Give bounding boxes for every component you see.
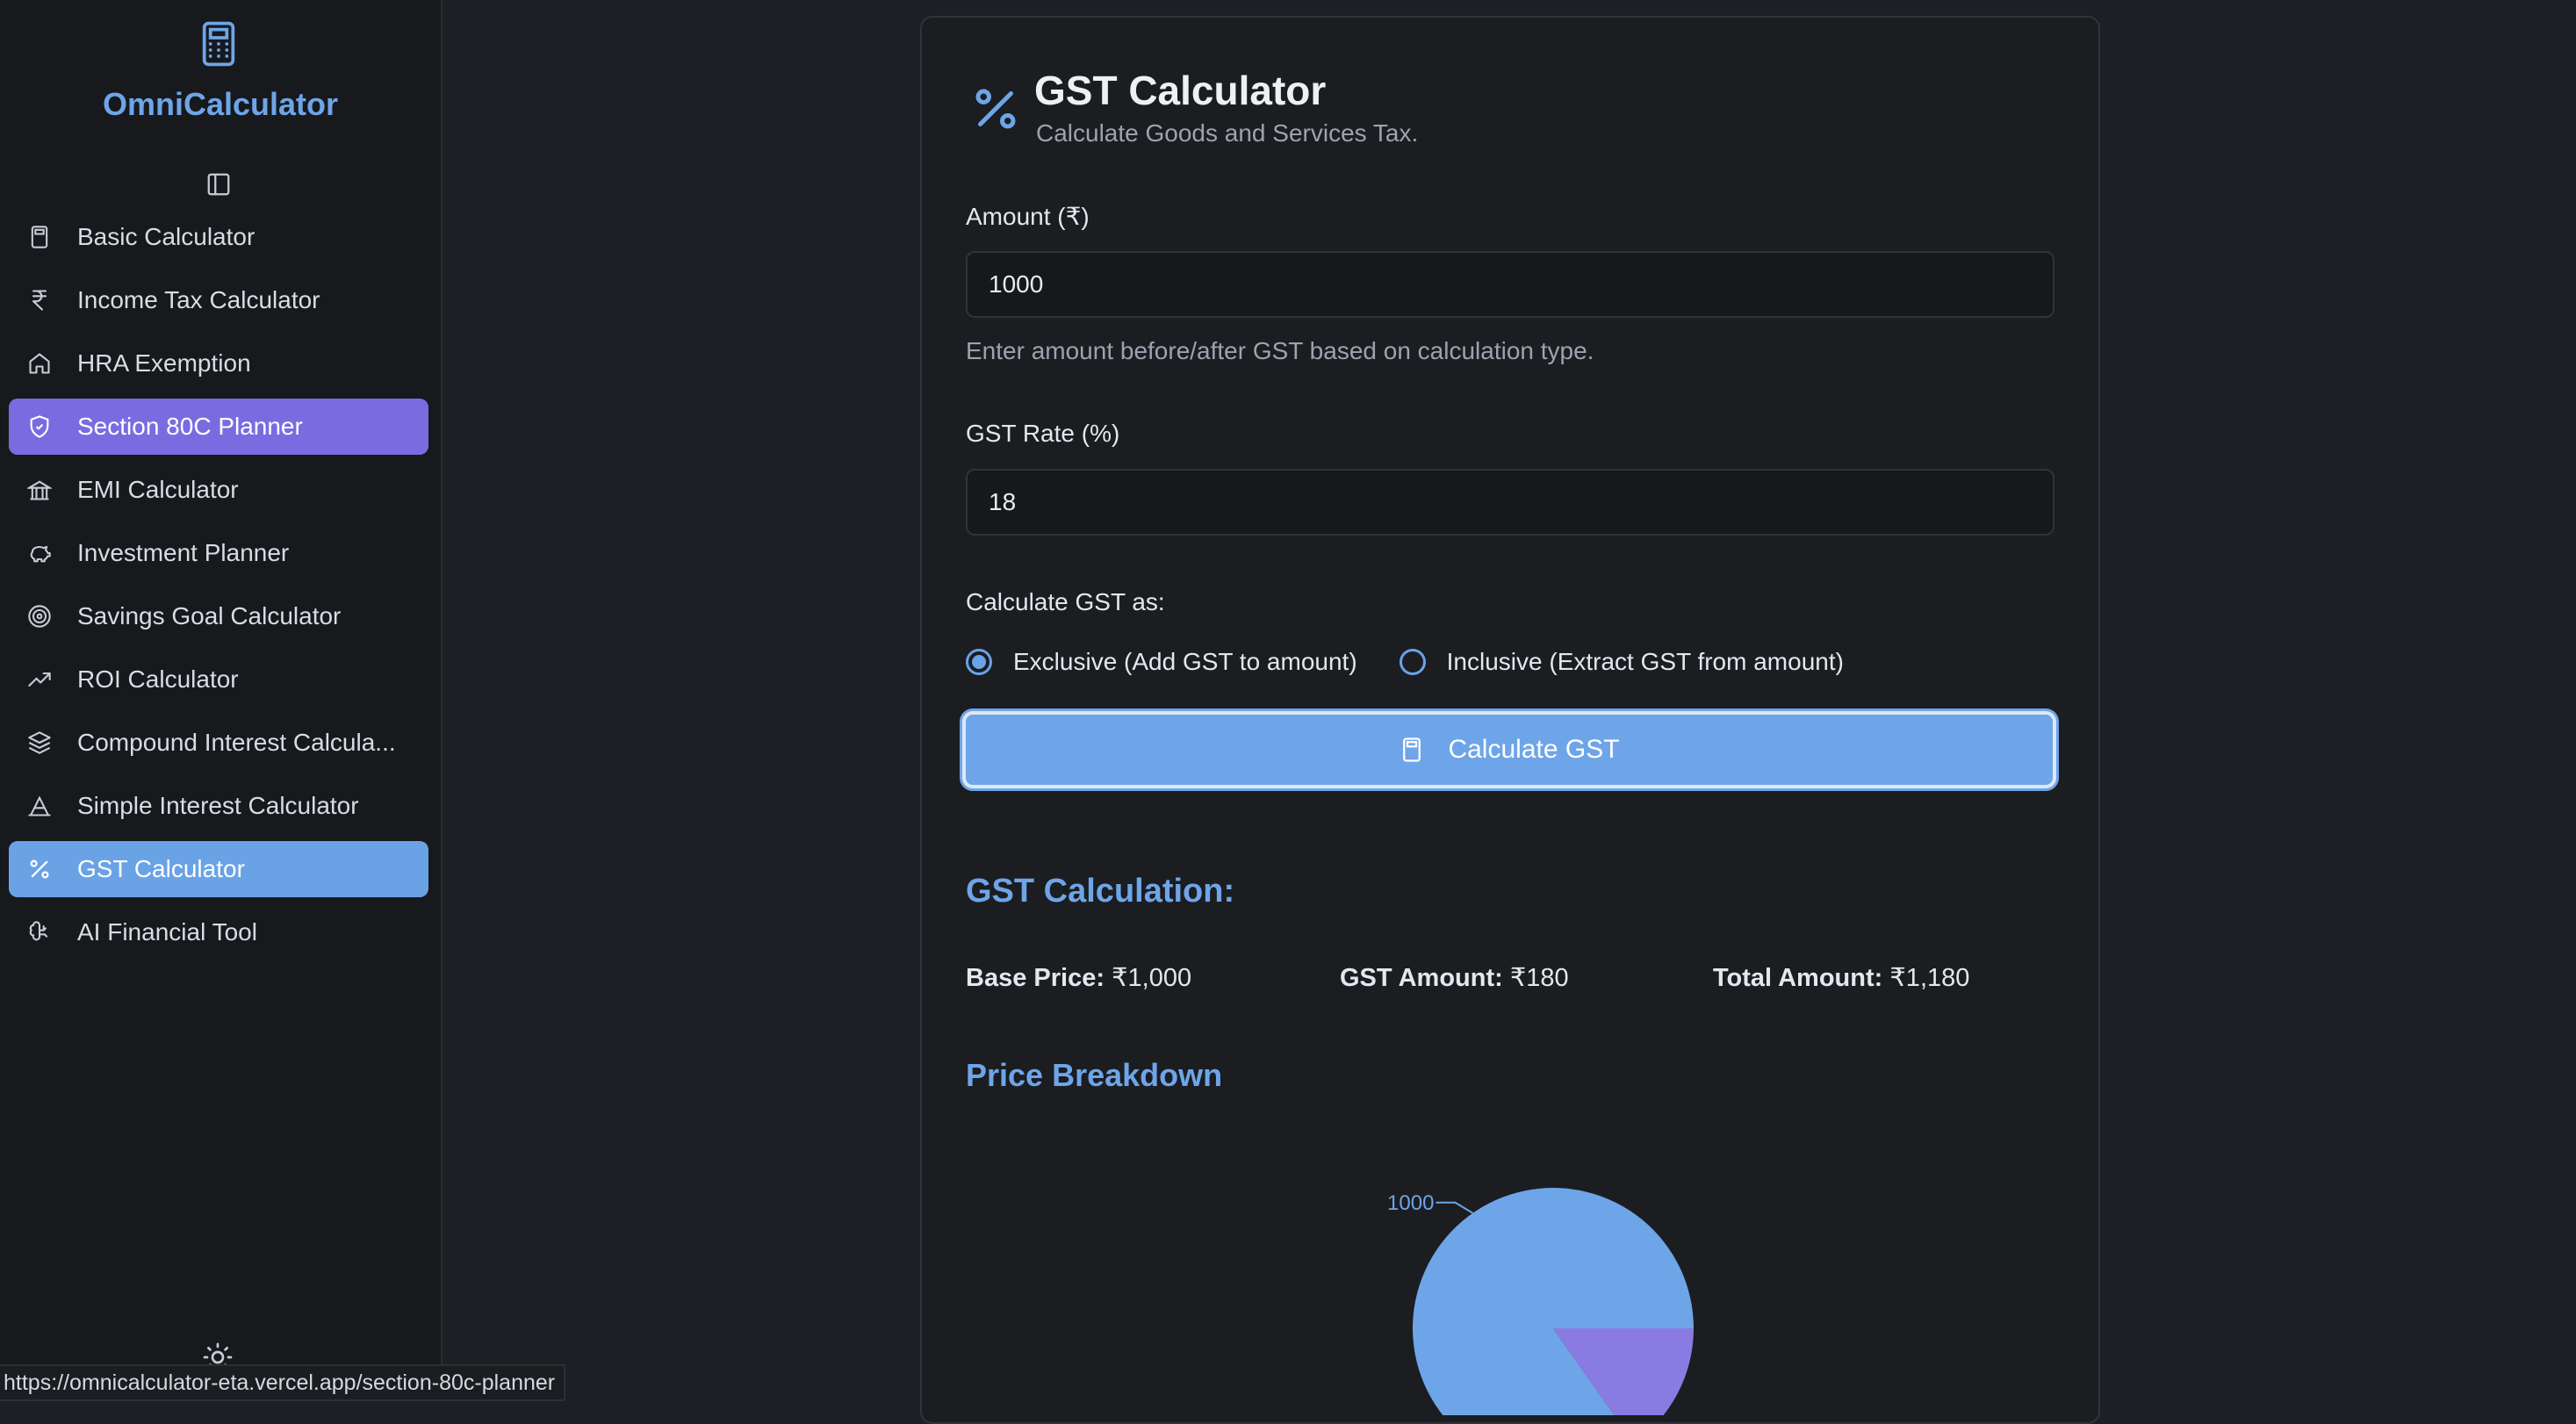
result-summary: Base Price: ₹1,000 GST Amount: ₹180 Tota… [966, 962, 2054, 997]
gst-rate-label: GST Rate (%) [966, 420, 1120, 447]
total-amount-label: Total Amount: [1713, 964, 1883, 992]
price-breakdown-pie-chart: 1000 [1387, 1188, 1694, 1415]
calculator-icon [31, 226, 48, 248]
price-breakdown-title: Price Breakdown [966, 1057, 1223, 1093]
piggy-bank-icon [30, 545, 51, 563]
sidebar-item-label: Basic Calculator [77, 223, 255, 250]
bank-icon [27, 480, 52, 500]
page-title: GST Calculator [1034, 68, 1327, 113]
sidebar-item-label: AI Financial Tool [77, 918, 257, 946]
calculation-mode-label: Calculate GST as: [966, 588, 1165, 615]
pie-slice-gst-amount [1553, 1328, 1694, 1415]
base-price: Base Price: ₹1,000 [966, 962, 1191, 993]
amount-input[interactable]: 1000 [966, 251, 2054, 318]
sidebar-item-label: Section 80C Planner [77, 413, 303, 440]
app-name[interactable]: OmniCalculator [102, 86, 339, 122]
sidebar-nav: Basic Calculator Income Tax Calculator H… [9, 209, 428, 967]
sidebar-item-hra[interactable]: HRA Exemption [9, 335, 428, 392]
sidebar: OmniCalculator Basic Calculator Income T… [0, 0, 443, 1399]
sidebar-item-label: HRA Exemption [77, 349, 251, 377]
amount-label: Amount (₹) [966, 203, 1090, 230]
gst-amount-label: GST Amount: [1340, 964, 1503, 992]
exclusive-radio[interactable] [966, 649, 992, 675]
base-price-label: Base Price: [966, 964, 1105, 992]
gst-calculator-card: GST Calculator Calculate Goods and Servi… [920, 16, 2100, 1424]
pie-label-line [1436, 1201, 1473, 1214]
sidebar-item-label: Compound Interest Calcula... [77, 729, 396, 756]
target-icon [28, 605, 51, 628]
panel-left-icon [207, 173, 230, 196]
inclusive-radio-label[interactable]: Inclusive (Extract GST from amount) [1446, 648, 1844, 675]
sidebar-item-compound-interest[interactable]: Compound Interest Calcula... [9, 715, 428, 771]
calculator-icon [1403, 737, 1421, 762]
exclusive-radio-label[interactable]: Exclusive (Add GST to amount) [1013, 648, 1357, 675]
triangle-icon [28, 795, 51, 816]
percent-icon [30, 859, 49, 879]
calculate-gst-button[interactable]: Calculate GST [962, 711, 2056, 788]
sidebar-item-label: Simple Interest Calculator [77, 792, 359, 819]
layers-icon [28, 731, 51, 754]
gst-amount-value: ₹180 [1509, 964, 1569, 992]
sidebar-item-emi[interactable]: EMI Calculator [9, 462, 428, 518]
sidebar-item-roi[interactable]: ROI Calculator [9, 651, 428, 708]
calculation-mode-group: Exclusive (Add GST to amount) Inclusive … [966, 643, 1844, 681]
sidebar-item-label: Investment Planner [77, 539, 290, 566]
home-icon [29, 353, 50, 374]
gst-amount: GST Amount: ₹180 [1340, 962, 1569, 993]
sidebar-item-label: GST Calculator [77, 855, 245, 882]
base-price-value: ₹1,000 [1112, 964, 1192, 992]
pie-label-base-price: 1000 [1387, 1191, 1434, 1215]
trending-up-icon [28, 672, 51, 687]
sidebar-item-investment[interactable]: Investment Planner [9, 525, 428, 581]
sidebar-item-simple-interest[interactable]: Simple Interest Calculator [9, 778, 428, 834]
sidebar-item-gst[interactable]: GST Calculator [9, 841, 428, 897]
pie-slice-base-price [1413, 1188, 1694, 1415]
sidebar-item-income-tax[interactable]: Income Tax Calculator [9, 272, 428, 328]
brain-icon [29, 921, 48, 941]
sidebar-item-label: Savings Goal Calculator [77, 602, 342, 629]
sidebar-item-label: EMI Calculator [77, 476, 239, 503]
calculate-gst-button-label: Calculate GST [1448, 735, 1620, 764]
sidebar-toggle-button[interactable] [201, 169, 236, 200]
total-amount-value: ₹1,180 [1889, 964, 1970, 992]
percent-icon [975, 89, 1016, 129]
sidebar-item-label: Income Tax Calculator [77, 286, 320, 313]
sidebar-item-savings-goal[interactable]: Savings Goal Calculator [9, 588, 428, 644]
gst-rate-input[interactable]: 18 [966, 469, 2054, 536]
result-title: GST Calculation: [966, 873, 1235, 910]
sidebar-item-section-80c[interactable]: Section 80C Planner [9, 399, 428, 455]
status-bar-url: https://omnicalculator-eta.vercel.app/se… [0, 1364, 566, 1401]
calculator-logo-icon [202, 21, 235, 67]
sidebar-item-basic-calculator[interactable]: Basic Calculator [9, 209, 428, 265]
shield-check-icon [30, 415, 49, 438]
page-subtitle: Calculate Goods and Services Tax. [1036, 119, 1419, 147]
total-amount: Total Amount: ₹1,180 [1713, 962, 1969, 993]
inclusive-radio[interactable] [1399, 649, 1426, 675]
rupee-icon [32, 290, 47, 311]
sidebar-item-label: ROI Calculator [77, 665, 239, 693]
sidebar-item-ai-tool[interactable]: AI Financial Tool [9, 904, 428, 960]
amount-hint: Enter amount before/after GST based on c… [966, 337, 1594, 364]
